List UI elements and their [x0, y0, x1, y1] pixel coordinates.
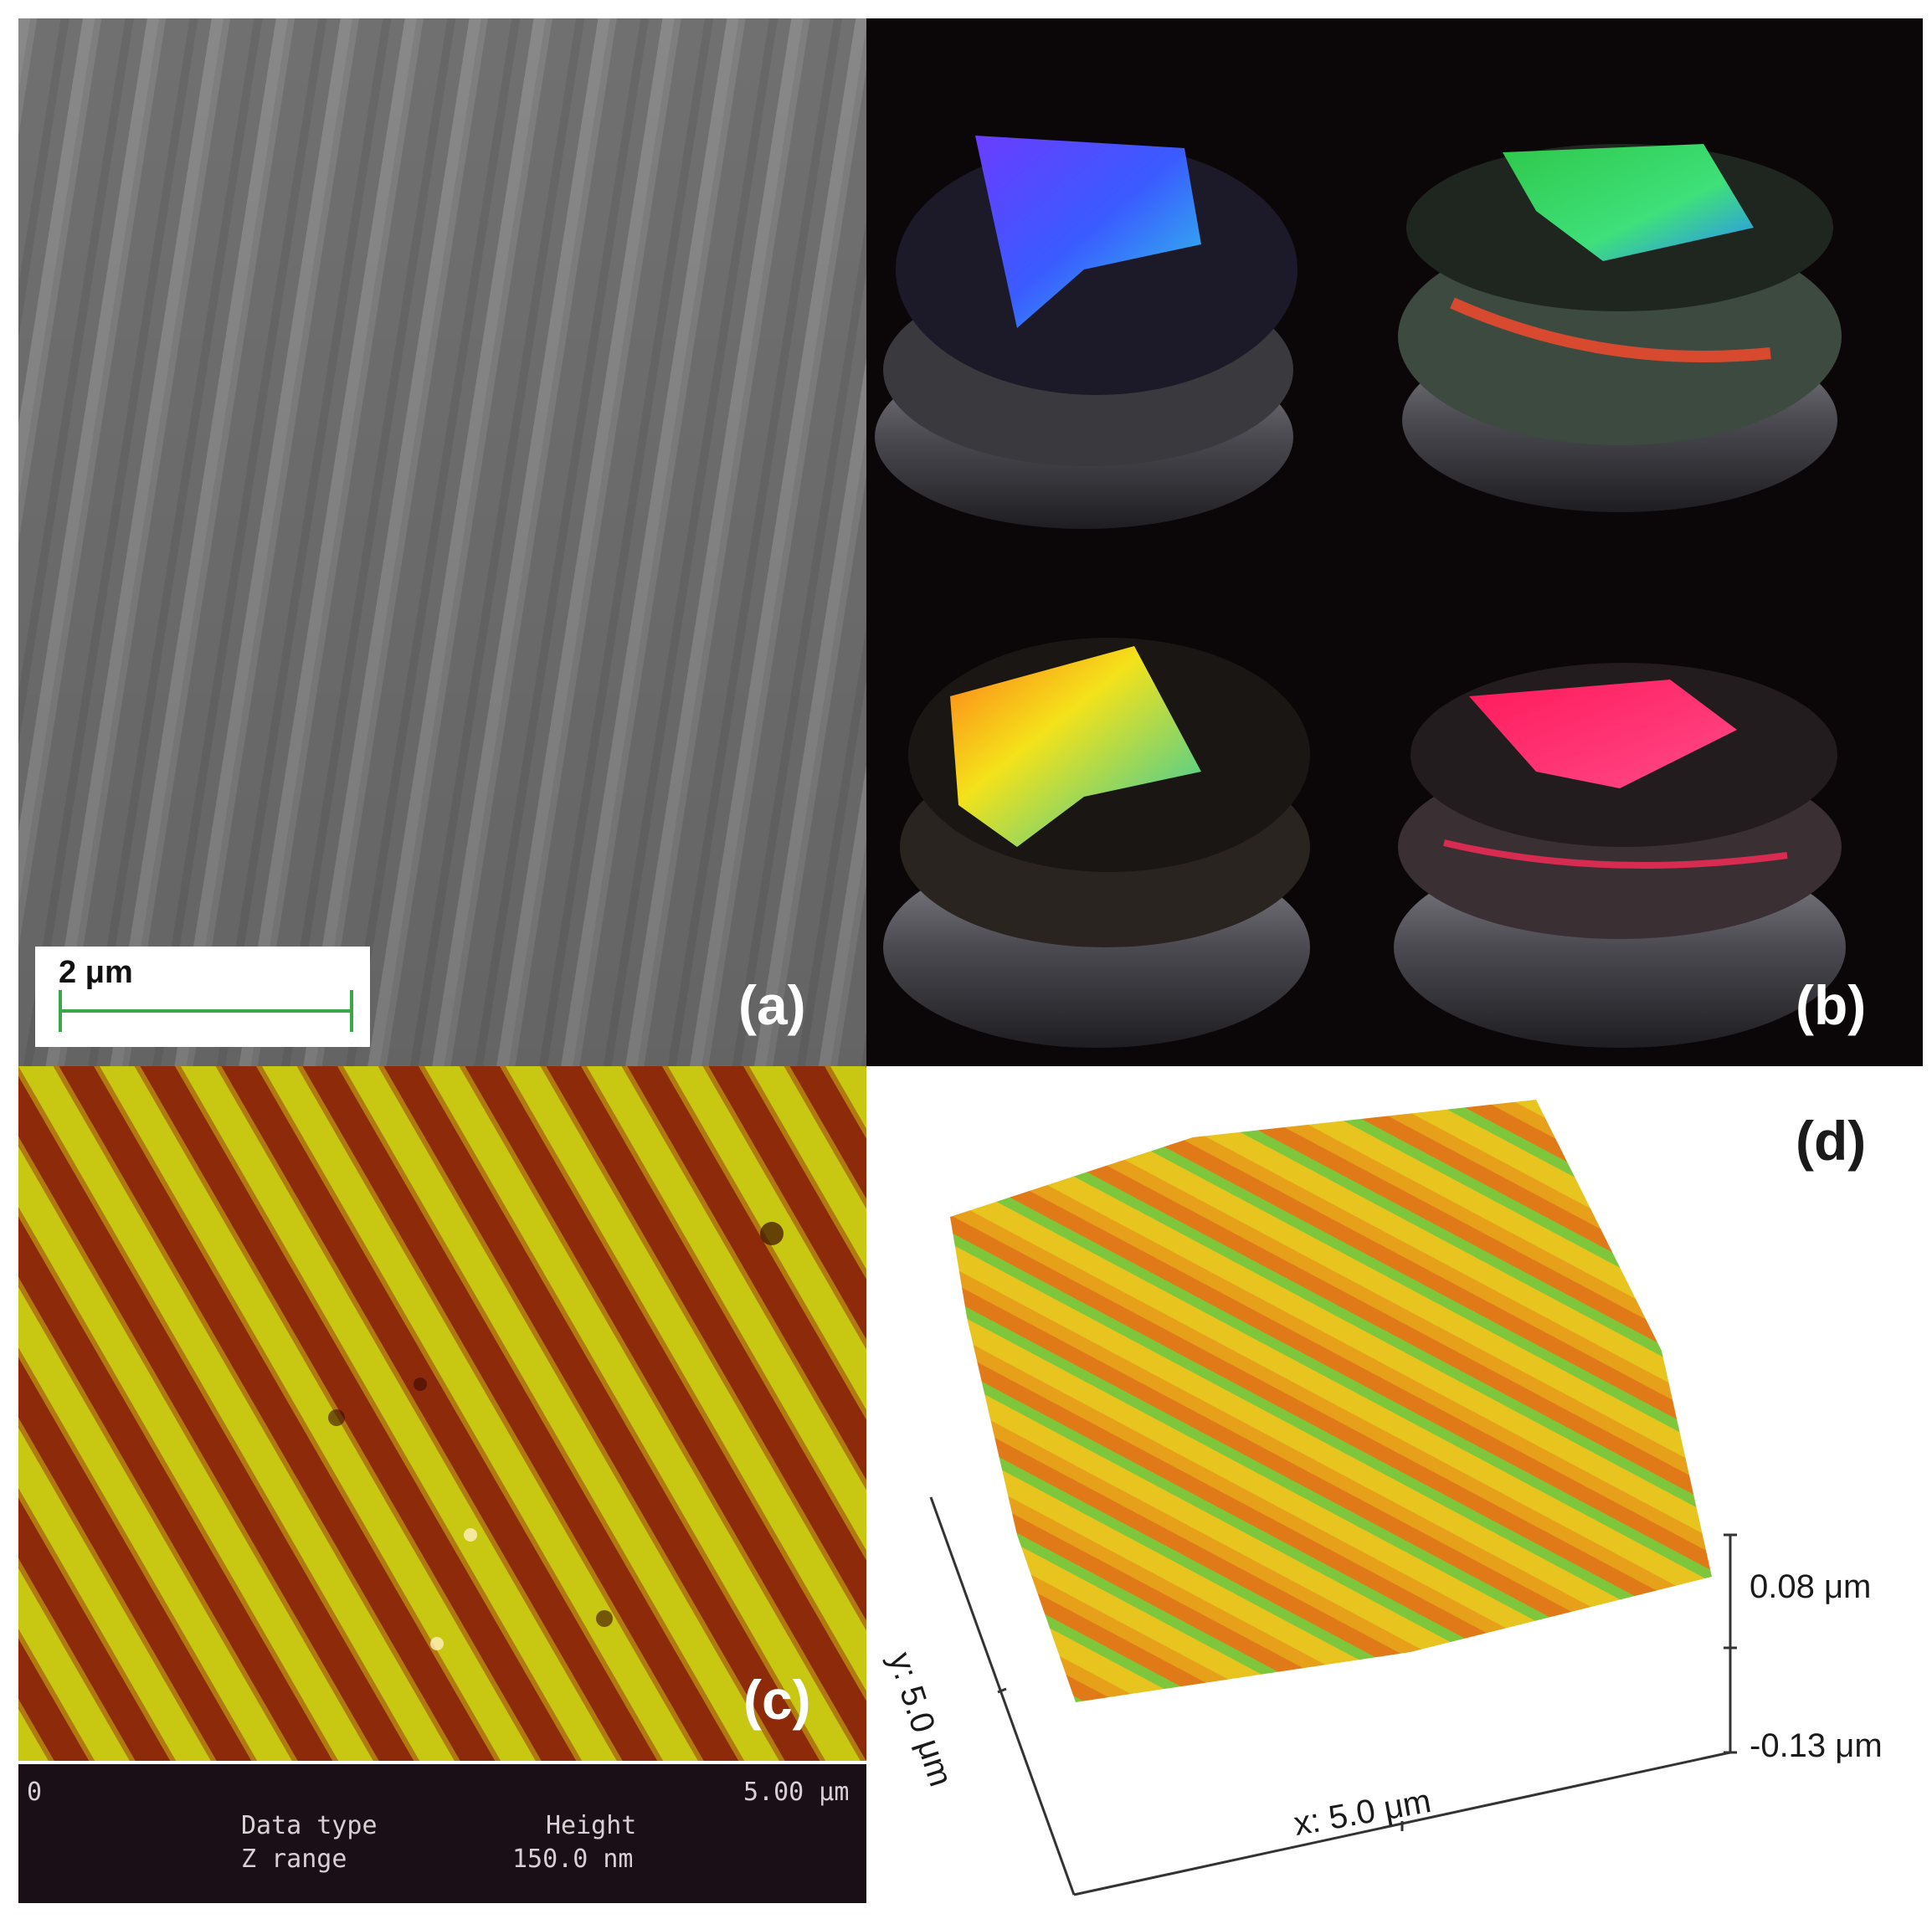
data-type-value: Height [546, 1811, 637, 1840]
afm-3d-surface [929, 1100, 1737, 1896]
z-range-label: Z range [241, 1845, 347, 1874]
panel-label-a: (a) [738, 974, 806, 1036]
afm-info-strip: 0 5.00 μm Data type Height Z range 150.0… [18, 1761, 866, 1903]
z-bottom-label: -0.13 μm [1750, 1727, 1883, 1764]
z-range-value: 150.0 nm [512, 1845, 634, 1874]
info-divider [18, 1761, 866, 1764]
scale-bar-label: 2 μm [59, 955, 133, 990]
sem-image-panel: 2 μm (a) [18, 18, 866, 1066]
scale-bar: 2 μm [35, 947, 370, 1047]
sample-photos-panel: (b) [866, 18, 1923, 1066]
scale-bar-line [59, 990, 353, 1032]
sample-yellow [883, 638, 1310, 1048]
sample-blue [875, 136, 1297, 529]
panel-label-b: (b) [1796, 974, 1867, 1036]
afm-height-map [18, 1066, 866, 1761]
z-top-label: 0.08 μm [1750, 1568, 1872, 1605]
axis-end-label: 5.00 μm [743, 1778, 850, 1807]
surface-mesh [950, 1100, 1712, 1702]
afm-3d-surface-panel: x: 5.0 μm y: 5.0 μm 0.08 μm -0.13 μm (d) [866, 1066, 1923, 1903]
panel-label-c: (c) [743, 1669, 811, 1731]
panel-label-d: (d) [1796, 1110, 1867, 1172]
sample-green [1398, 144, 1842, 512]
sample-photographs [875, 136, 1846, 1048]
sem-grating-image [18, 18, 866, 1066]
afm-height-image-panel: (c) [18, 1066, 866, 1761]
axis-start-label: 0 [27, 1778, 43, 1807]
sample-red [1394, 663, 1846, 1048]
surface-axes [929, 1496, 1737, 1896]
data-type-label: Data type [241, 1811, 378, 1840]
